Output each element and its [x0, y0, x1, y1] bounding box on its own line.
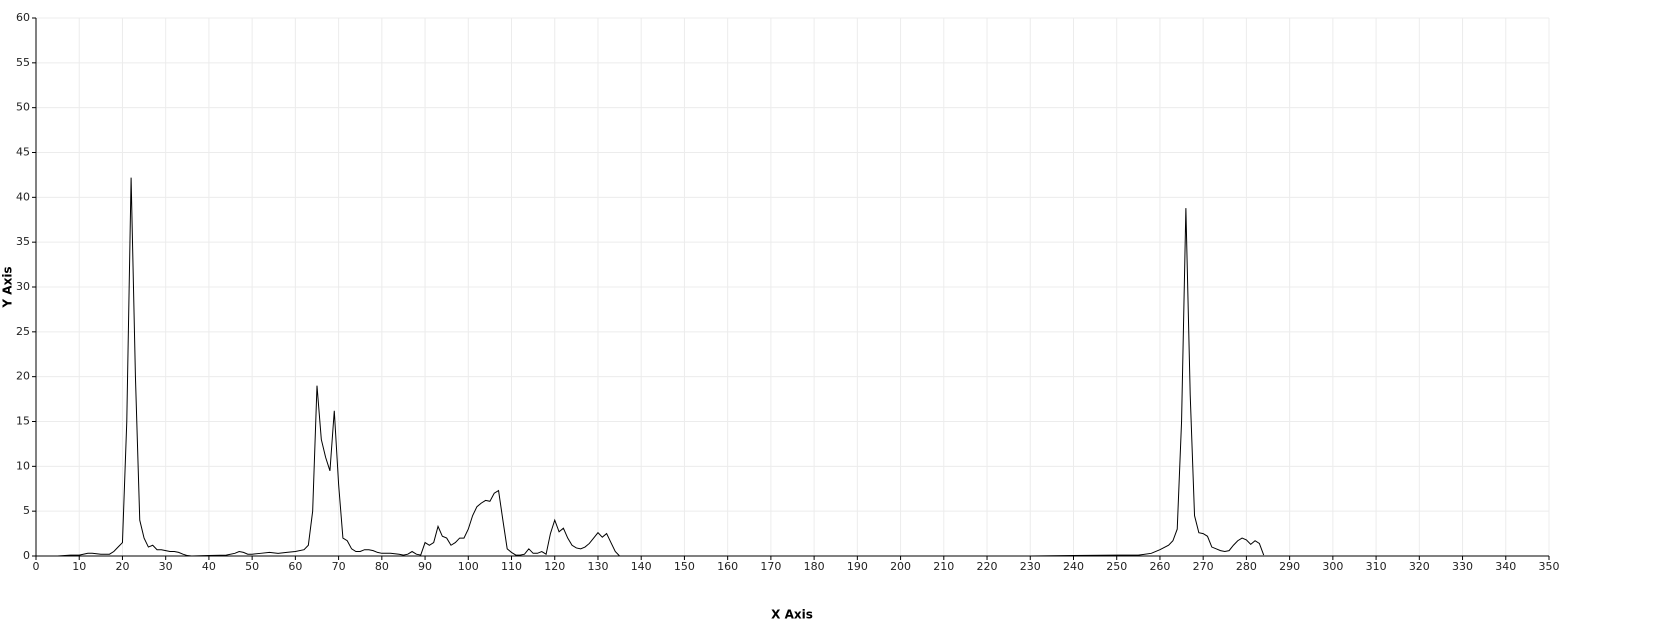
- x-tick-label: 250: [1106, 560, 1127, 573]
- x-tick-label: 260: [1149, 560, 1170, 573]
- y-tick-label: 20: [16, 370, 30, 383]
- y-tick-label: 5: [23, 504, 30, 517]
- x-tick-label: 30: [159, 560, 173, 573]
- x-tick-label: 300: [1322, 560, 1343, 573]
- x-tick-label: 110: [501, 560, 522, 573]
- x-tick-label: 130: [587, 560, 608, 573]
- x-tick-label: 320: [1409, 560, 1430, 573]
- x-tick-label: 160: [717, 560, 738, 573]
- x-tick-label: 150: [674, 560, 695, 573]
- x-tick-label: 90: [418, 560, 432, 573]
- x-tick-label: 80: [375, 560, 389, 573]
- data-line: [36, 177, 1265, 557]
- x-tick-label: 240: [1063, 560, 1084, 573]
- x-tick-label: 100: [458, 560, 479, 573]
- x-tick-label: 40: [202, 560, 216, 573]
- y-tick-label: 60: [16, 11, 30, 24]
- x-tick-label: 0: [33, 560, 40, 573]
- y-tick-label: 55: [16, 56, 30, 69]
- x-tick-label: 10: [72, 560, 86, 573]
- x-tick-label: 330: [1452, 560, 1473, 573]
- x-tick-label: 120: [544, 560, 565, 573]
- x-tick-label: 180: [804, 560, 825, 573]
- y-tick-label: 35: [16, 235, 30, 248]
- x-tick-label: 60: [288, 560, 302, 573]
- y-tick-label: 25: [16, 325, 30, 338]
- y-tick-label: 50: [16, 101, 30, 114]
- y-axis-title: Y Axis: [1, 266, 15, 308]
- x-axis-title: X Axis: [771, 608, 813, 622]
- y-tick-label: 45: [16, 146, 30, 159]
- x-tick-label: 310: [1366, 560, 1387, 573]
- y-tick-label: 15: [16, 415, 30, 428]
- x-tick-label: 140: [631, 560, 652, 573]
- x-tick-label: 220: [977, 560, 998, 573]
- x-tick-label: 340: [1495, 560, 1516, 573]
- x-tick-label: 210: [933, 560, 954, 573]
- x-tick-label: 190: [847, 560, 868, 573]
- x-tick-label: 50: [245, 560, 259, 573]
- x-tick-label: 70: [332, 560, 346, 573]
- x-tick-label: 230: [1020, 560, 1041, 573]
- x-tick-label: 200: [890, 560, 911, 573]
- x-tick-label: 270: [1193, 560, 1214, 573]
- x-tick-label: 20: [115, 560, 129, 573]
- x-tick-label: 280: [1236, 560, 1257, 573]
- x-tick-label: 350: [1539, 560, 1560, 573]
- y-tick-label: 40: [16, 190, 30, 203]
- y-tick-label: 0: [23, 549, 30, 562]
- y-tick-label: 30: [16, 280, 30, 293]
- x-tick-label: 170: [760, 560, 781, 573]
- x-tick-label: 290: [1279, 560, 1300, 573]
- y-tick-label: 10: [16, 459, 30, 472]
